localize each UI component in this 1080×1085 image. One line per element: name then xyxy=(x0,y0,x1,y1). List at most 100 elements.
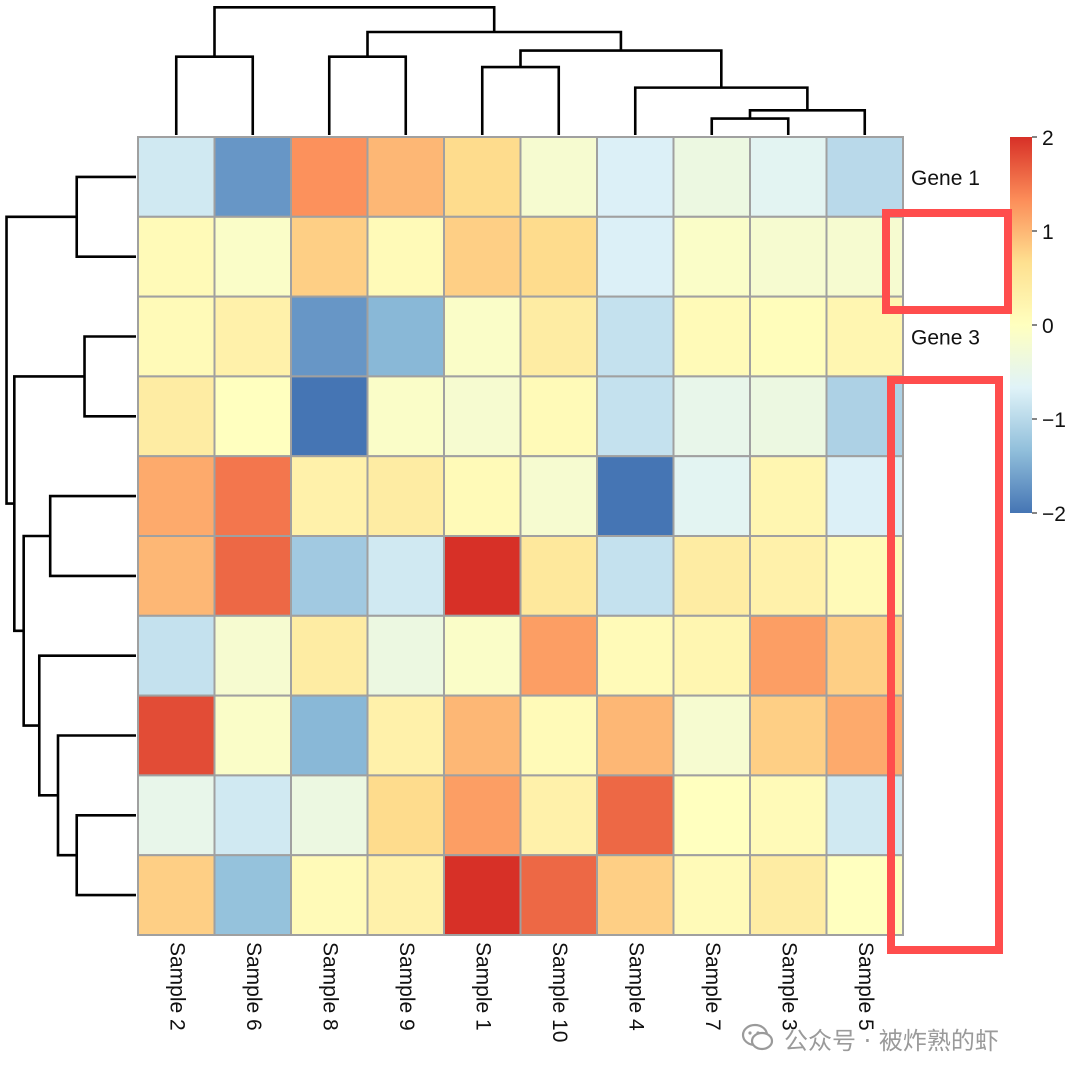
heatmap-cell xyxy=(137,614,216,697)
heatmap-cell xyxy=(366,215,445,298)
heatmap-cell xyxy=(596,295,675,378)
scale-tick-label: 2 xyxy=(1042,127,1054,150)
column-label: Sample 7 xyxy=(701,942,724,1031)
dendrogram-branch xyxy=(710,117,790,135)
column-label: Sample 9 xyxy=(395,942,418,1031)
dendrogram-branch xyxy=(56,734,136,857)
heatmap-cell xyxy=(213,455,292,538)
dendrogram-branch xyxy=(480,65,561,135)
dendrogram-branch xyxy=(327,55,408,135)
heatmap-cell xyxy=(213,375,292,458)
scale-tick-label: 1 xyxy=(1042,221,1054,244)
heatmap-cell xyxy=(213,535,292,617)
heatmap-cell xyxy=(137,295,216,378)
heatmap-cell xyxy=(596,535,675,617)
dendrogram-branch xyxy=(5,215,77,505)
heatmap-cell xyxy=(749,694,828,777)
heatmap-cell xyxy=(672,136,751,218)
dendrogram-branch xyxy=(75,814,136,897)
heatmap-cell xyxy=(596,215,675,298)
heatmap-cell xyxy=(443,455,522,538)
heatmap-cell xyxy=(213,774,292,857)
heatmap-cell xyxy=(366,375,445,458)
heatmap-cell xyxy=(290,535,369,617)
heatmap-cell xyxy=(749,375,828,458)
row-dendrogram xyxy=(5,175,136,897)
wechat-icon xyxy=(741,1023,774,1051)
column-label: Sample 2 xyxy=(166,942,189,1031)
heatmap-cell xyxy=(443,854,522,937)
heatmap-cell xyxy=(213,854,292,937)
color-scale-ticks: 2 1 0 −1 −2 xyxy=(1032,127,1066,526)
heatmap-cell xyxy=(596,614,675,697)
heatmap-cell xyxy=(672,295,751,378)
heatmap-cell xyxy=(519,614,598,697)
heatmap-cell xyxy=(137,455,216,538)
heatmap-cell xyxy=(213,295,292,378)
heatmap-cell xyxy=(137,854,216,937)
dendrogram-branch xyxy=(75,175,136,258)
heatmap-cell xyxy=(290,774,369,857)
scale-tick-label: 0 xyxy=(1042,315,1054,338)
heatmap-cell xyxy=(137,136,216,218)
column-label: Sample 1 xyxy=(472,942,495,1031)
heatmap-cell xyxy=(519,774,598,857)
heatmap-cell xyxy=(366,854,445,937)
row-label: Gene 1 xyxy=(911,167,980,190)
highlight-boxes xyxy=(882,209,1012,954)
heatmap-cell xyxy=(749,455,828,538)
heatmap-cell xyxy=(366,694,445,777)
heatmap-cell xyxy=(596,774,675,857)
row-label: Gene 3 xyxy=(911,327,980,350)
heatmap-cell xyxy=(443,774,522,857)
heatmap-cells xyxy=(137,136,904,937)
column-labels: Sample 2 Sample 6 Sample 8 Sample 9 Sample 1… xyxy=(166,942,878,1042)
heatmap-cell xyxy=(519,215,598,298)
heatmap-cell xyxy=(519,535,598,617)
row-labels: Gene 1 Gene 3 xyxy=(911,167,980,350)
column-label: Sample 8 xyxy=(319,942,342,1031)
column-label: Sample 6 xyxy=(242,942,265,1031)
heatmap-cell xyxy=(672,614,751,697)
column-dendrogram xyxy=(174,5,867,135)
heatmap-cell xyxy=(366,136,445,218)
heatmap-cell xyxy=(290,375,369,458)
heatmap-cell xyxy=(290,295,369,378)
heatmap-cell xyxy=(137,694,216,777)
heatmap-cell xyxy=(672,215,751,298)
heatmap-cell xyxy=(596,455,675,538)
dendrogram-branch xyxy=(37,654,136,797)
heatmap-cell xyxy=(519,455,598,538)
heatmap-cell xyxy=(596,694,675,777)
heatmap-cell xyxy=(596,854,675,937)
heatmap-cell xyxy=(213,136,292,218)
color-scale-legend: 2 1 0 −1 −2 xyxy=(1010,127,1066,526)
heatmap-cell xyxy=(519,694,598,777)
heatmap-cell xyxy=(366,455,445,538)
heatmap-cell xyxy=(519,136,598,218)
heatmap-cell xyxy=(596,375,675,458)
heatmap-cell xyxy=(443,535,522,617)
heatmap-cell xyxy=(519,375,598,458)
heatmap-cell xyxy=(290,455,369,538)
heatmap-cell xyxy=(290,136,369,218)
heatmap-cell xyxy=(290,854,369,937)
heatmap-cell xyxy=(596,136,675,218)
heatmap-cell xyxy=(443,295,522,378)
heatmap-cell xyxy=(749,774,828,857)
heatmap-cell xyxy=(443,614,522,697)
heatmap-cell xyxy=(672,774,751,857)
dendrogram-branch xyxy=(519,49,723,88)
scale-tick-label: −2 xyxy=(1042,503,1066,526)
heatmap-cell xyxy=(749,215,828,298)
heatmap-cell xyxy=(749,614,828,697)
heatmap-cell xyxy=(749,295,828,378)
heatmap-cell xyxy=(366,614,445,697)
heatmap-cell xyxy=(519,854,598,937)
heatmap-cell xyxy=(366,535,445,617)
heatmap-cell xyxy=(749,535,828,617)
column-label: Sample 10 xyxy=(548,942,571,1042)
heatmap-cell xyxy=(443,136,522,218)
column-label: Sample 3 xyxy=(778,942,801,1031)
